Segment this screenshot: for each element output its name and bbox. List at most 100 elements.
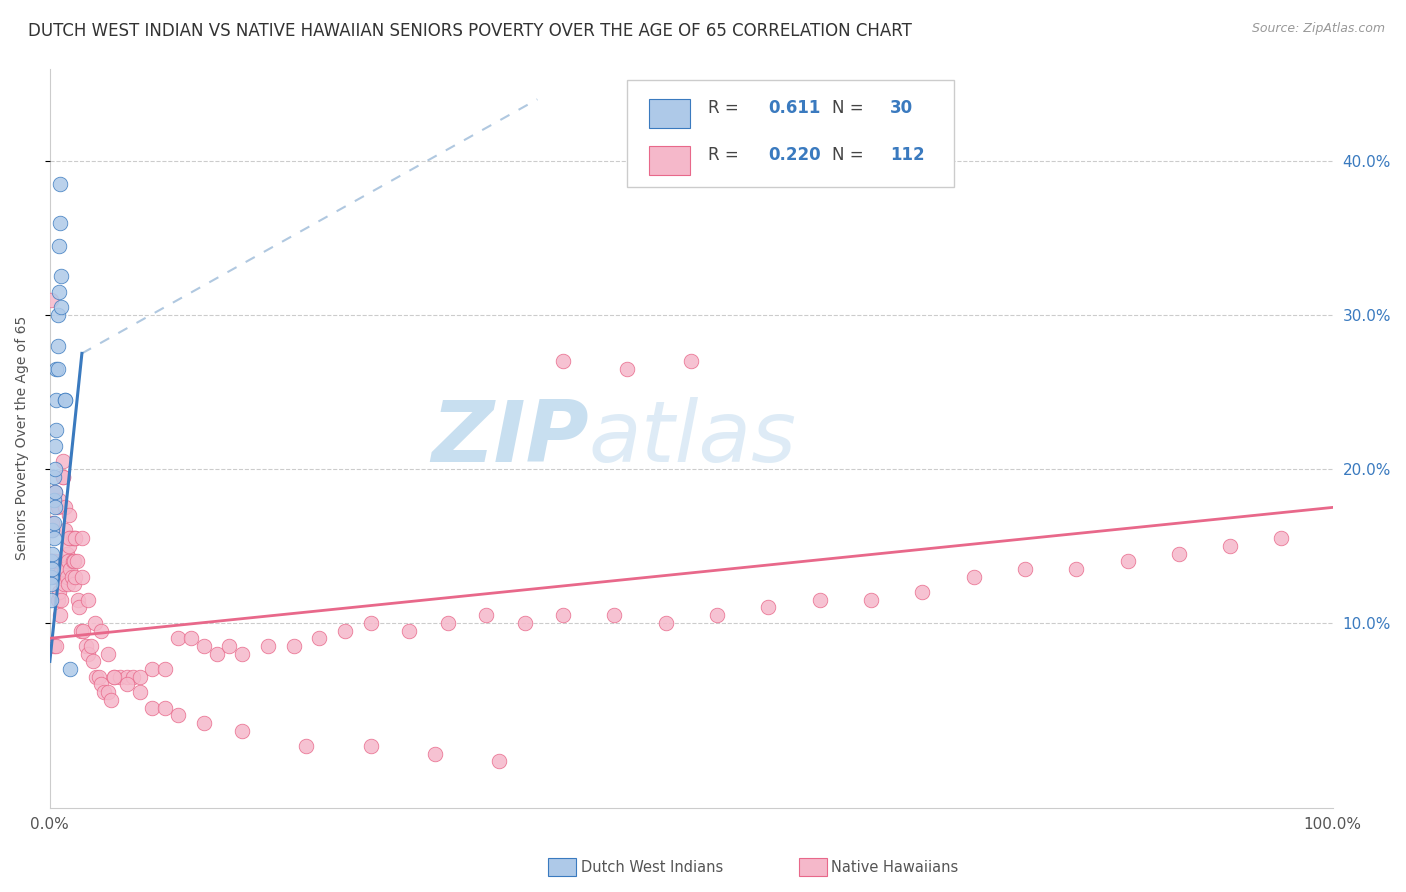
Point (41, 524, 63, 538)
Point (97, 647, 120, 661)
Point (603, 608, 626, 623)
Point (41, 516, 63, 530)
Point (39, 554, 62, 568)
Point (39, 293, 62, 307)
Point (1167, 547, 1189, 561)
Point (218, 639, 240, 653)
Point (115, 670, 138, 684)
Point (46, 592, 69, 607)
Point (911, 585, 934, 599)
Point (513, 615, 536, 630)
Point (84, 670, 107, 684)
Point (48, 238, 70, 252)
Point (63, 554, 86, 568)
Point (681, 354, 703, 368)
Point (66, 554, 89, 568)
Text: Source: ZipAtlas.com: Source: ZipAtlas.com (1251, 22, 1385, 36)
Point (962, 570, 984, 584)
Point (42, 531, 65, 545)
Point (52, 577, 75, 591)
Point (48, 285, 70, 299)
Point (1064, 562, 1087, 576)
Point (45, 392, 67, 407)
Point (122, 670, 145, 684)
Point (1116, 554, 1139, 568)
Point (44, 439, 66, 453)
Point (180, 632, 202, 646)
Point (103, 670, 125, 684)
Point (808, 592, 831, 607)
Point (42, 469, 65, 483)
Point (49, 554, 72, 568)
Text: Dutch West Indians: Dutch West Indians (581, 860, 723, 874)
Text: R =: R = (709, 146, 744, 164)
Point (80, 639, 103, 653)
Point (72, 624, 94, 638)
Point (42, 639, 65, 653)
Text: N =: N = (832, 146, 869, 164)
Point (65, 531, 87, 545)
Point (41, 547, 63, 561)
Point (45, 424, 67, 438)
Point (87, 670, 110, 684)
Point (69, 624, 91, 638)
Point (654, 615, 676, 630)
Point (51, 562, 73, 576)
Point (93, 685, 115, 699)
Text: 0.611: 0.611 (768, 99, 821, 117)
Point (167, 632, 190, 646)
Point (63, 577, 86, 591)
Point (115, 677, 138, 691)
Point (49, 177, 72, 191)
Point (39, 554, 62, 568)
Point (48, 492, 70, 507)
Point (62, 531, 84, 545)
Point (53, 392, 76, 407)
Point (551, 608, 574, 623)
Text: ZIP: ZIP (432, 397, 589, 480)
Point (167, 708, 190, 723)
Point (436, 615, 458, 630)
Point (65, 531, 87, 545)
Text: 112: 112 (890, 146, 925, 164)
Point (423, 747, 446, 761)
Point (58, 508, 80, 522)
Point (44, 485, 66, 500)
Point (48, 585, 70, 599)
Point (128, 670, 150, 684)
Point (46, 308, 69, 322)
Point (398, 624, 420, 638)
Point (859, 592, 882, 607)
Point (257, 639, 280, 653)
Point (59, 562, 82, 576)
Point (51, 300, 73, 314)
Point (55, 570, 77, 584)
Point (155, 662, 177, 676)
Point (46, 361, 69, 376)
Text: DUTCH WEST INDIAN VS NATIVE HAWAIIAN SENIORS POVERTY OVER THE AGE OF 65 CORRELAT: DUTCH WEST INDIAN VS NATIVE HAWAIIAN SEN… (28, 22, 912, 40)
Point (58, 539, 80, 553)
Point (1270, 531, 1292, 545)
Point (52, 454, 75, 468)
Point (39, 554, 62, 568)
Point (39, 577, 62, 591)
Point (53, 392, 76, 407)
Text: atlas: atlas (589, 397, 797, 480)
FancyBboxPatch shape (650, 99, 690, 128)
Point (53, 500, 76, 515)
Point (65, 570, 87, 584)
Text: 0.220: 0.220 (768, 146, 821, 164)
Point (45, 639, 67, 653)
Point (67, 600, 90, 615)
Text: 30: 30 (890, 99, 914, 117)
Point (42, 492, 65, 507)
Point (231, 723, 253, 738)
Point (90, 677, 112, 691)
Point (59, 531, 82, 545)
Point (83, 615, 105, 630)
Point (39, 570, 62, 584)
Point (59, 662, 82, 676)
Point (360, 739, 382, 753)
Point (53, 524, 76, 538)
Point (51, 592, 73, 607)
